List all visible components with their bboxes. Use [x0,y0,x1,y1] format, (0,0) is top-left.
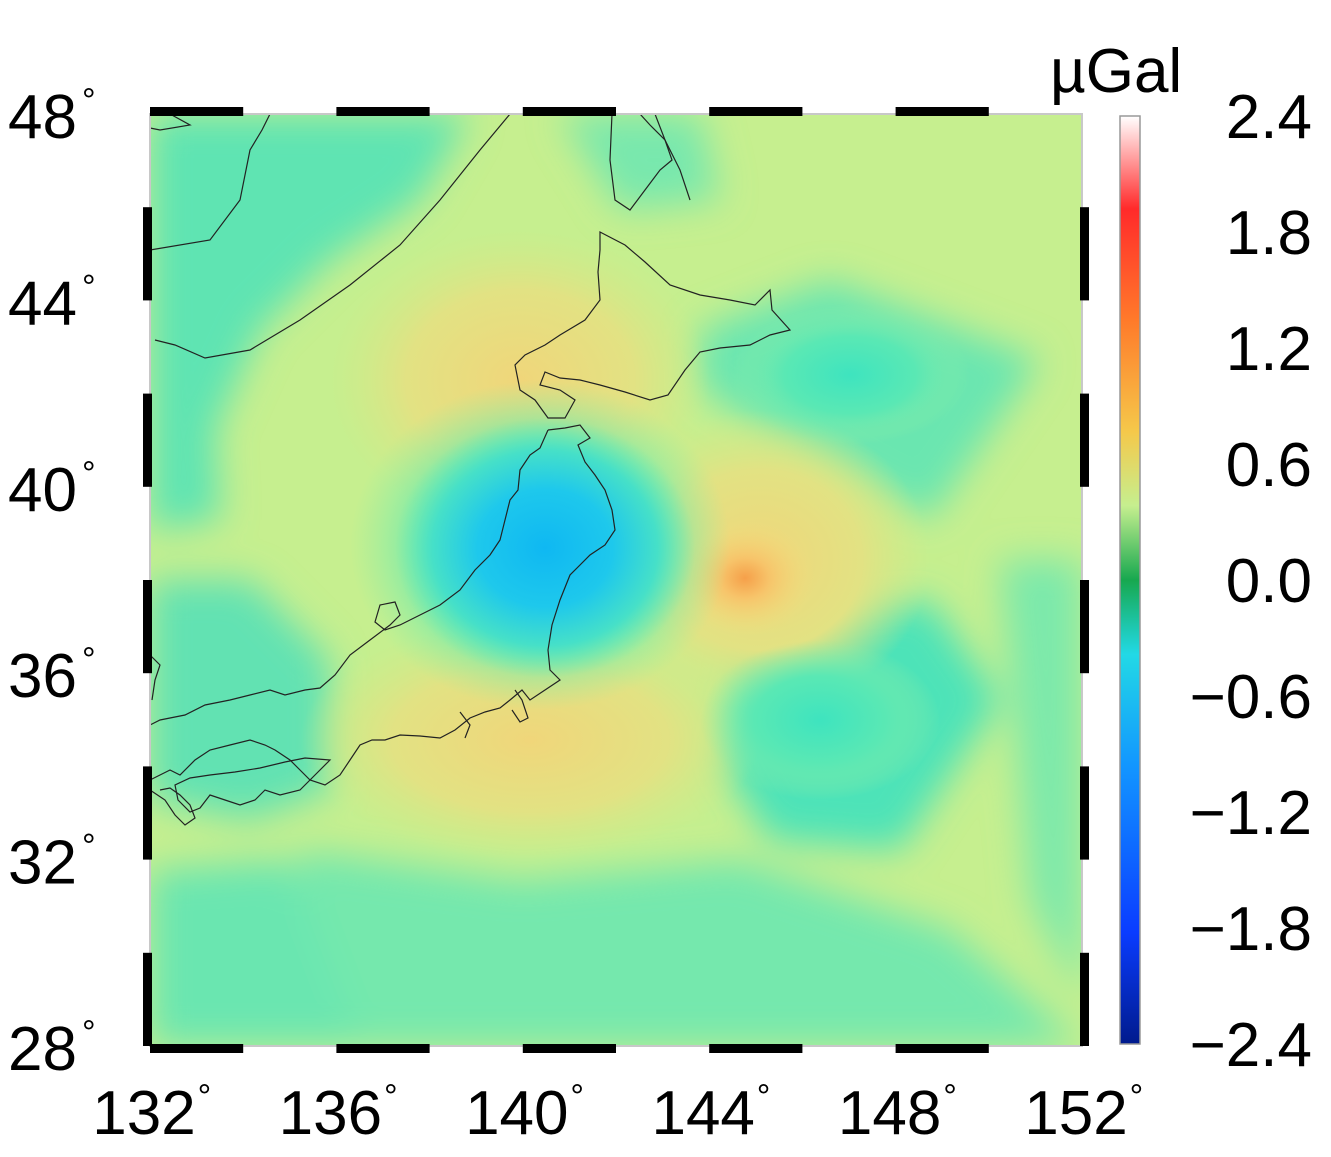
x-tick-degree: ° [198,1078,212,1116]
x-tick-label: 144 [651,1079,754,1148]
colorbar-tick-label: −0.6 [1190,663,1312,732]
x-tick-label: 140 [465,1079,568,1148]
negative-zones [150,114,1082,1046]
y-tick-degree: ° [82,1014,96,1052]
frame-segment-left [143,580,152,674]
frame-segment-right [1080,393,1089,487]
x-tick-label: 136 [279,1079,382,1148]
frame-segment-bottom [709,1044,803,1053]
y-tick-degree: ° [82,641,96,679]
frame-segment-bottom [895,1044,989,1053]
colorbar-tick-label: 1.8 [1226,199,1312,268]
frame-segment-bottom [336,1044,430,1053]
y-tick-label: 32 [8,829,77,898]
colorbar-tick-label: −2.4 [1190,1011,1312,1080]
x-tick-degree: ° [384,1078,398,1116]
frame-segment-top [709,107,803,116]
y-tick-degree: ° [82,268,96,306]
frame-segment-top [895,107,989,116]
y-tick-label: 48 [8,83,77,152]
coastlines [150,114,792,826]
colorbar-tick-label: 1.2 [1226,315,1312,384]
y-axis-labels: 28 °32 °36 °40 °44 °48 ° [8,82,96,1084]
map-field [150,114,1082,1046]
y-tick-degree: ° [82,82,96,120]
frame-segment-top [150,107,244,116]
x-tick-degree: ° [1130,1078,1144,1116]
frame-segment-right [1080,952,1089,1046]
x-tick-degree: ° [943,1078,957,1116]
frame-segment-left [143,393,152,487]
anomaly-negative-southeast [700,640,940,800]
y-tick-degree: ° [82,828,96,866]
frame-segment-left [143,766,152,860]
colorbar: µGal 2.4 1.8 1.2 0.6 0.0 −0.6 −1.2 −1.8 −2.4 [1050,37,1312,1080]
colorbar-tick-label: 0.6 [1226,431,1312,500]
y-tick-label: 28 [8,1015,77,1084]
frame-segment-bottom [522,1044,616,1053]
y-tick-label: 40 [8,456,77,525]
y-tick-label: 44 [8,269,77,338]
x-tick-label: 132 [92,1079,195,1148]
x-tick-label: 152 [1024,1079,1127,1148]
x-tick-label: 148 [838,1079,941,1148]
frame-segment-right [1080,580,1089,674]
x-tick-degree: ° [570,1078,584,1116]
map-frame [143,107,1089,1053]
frame-segment-bottom [150,1044,244,1053]
frame-segment-left [143,207,152,301]
y-tick-degree: ° [82,455,96,493]
colorbar-unit: µGal [1050,37,1182,106]
colorbar-tick-label: −1.2 [1190,779,1312,848]
fancy-frame-ticks [143,107,1089,1053]
frame-segment-right [1080,766,1089,860]
frame-segment-left [143,952,152,1046]
frame-segment-right [1080,207,1089,301]
x-tick-degree: ° [757,1078,771,1116]
colorbar-tick-label: −1.8 [1190,895,1312,964]
anomaly-negative-east [730,305,970,445]
frame-segment-top [522,107,616,116]
x-axis-labels: 132 ° 136 ° 140 ° 144 ° 148 ° 152 ° [92,1078,1143,1148]
colorbar-tick-labels: 2.4 1.8 1.2 0.6 0.0 −0.6 −1.2 −1.8 −2.4 [1190,83,1312,1080]
y-tick-label: 36 [8,642,77,711]
colorbar-tick-label: 0.0 [1226,547,1312,616]
colorbar-gradient [1119,115,1141,1045]
anomaly-negative-low [395,418,695,678]
colorbar-tick-label: 2.4 [1226,83,1312,152]
frame-segment-top [336,107,430,116]
